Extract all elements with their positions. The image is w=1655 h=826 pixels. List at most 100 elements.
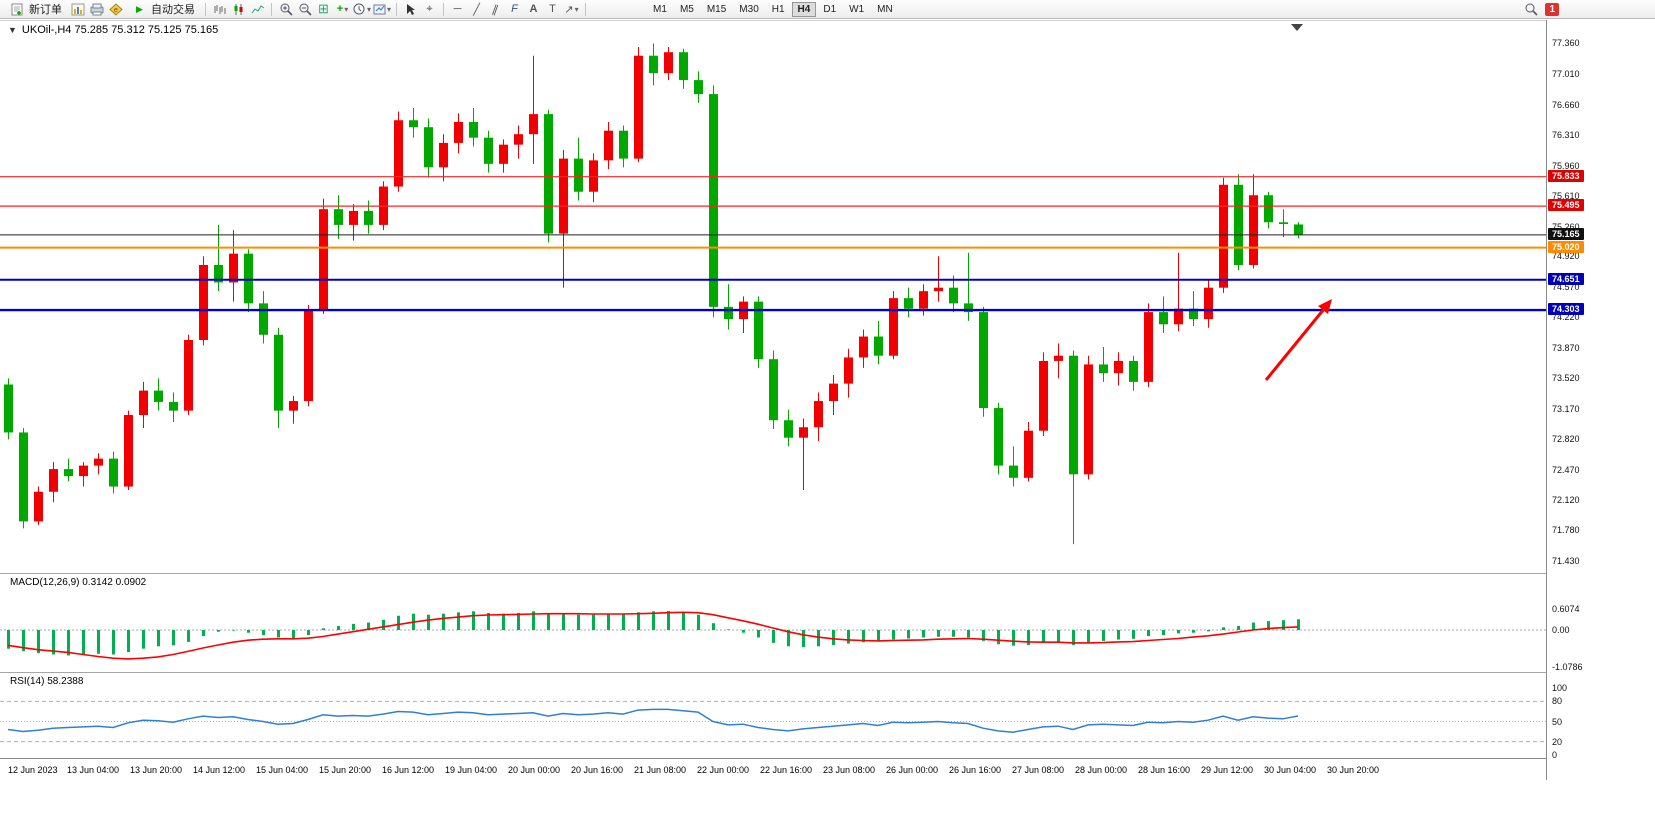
timeframe-m15-button[interactable]: M15 <box>706 3 727 15</box>
candlestick-chart-icon[interactable] <box>230 1 247 17</box>
tile-windows-icon[interactable]: ⊞ <box>318 1 329 16</box>
dropdown-icon: ▾ <box>574 4 579 14</box>
toolbar: 新订单 e ▶ 自动交易 ⊞ <box>0 0 1655 19</box>
price-axis-label: 74.220 <box>1552 312 1580 323</box>
text-tool-icon[interactable]: A <box>529 3 538 15</box>
timeframe-d1-button[interactable]: D1 <box>823 3 837 15</box>
price-axis-label: 77.010 <box>1552 69 1580 79</box>
line-chart-icon[interactable] <box>249 1 266 17</box>
chart-title: ▼ UKOil-,H4 75.285 75.312 75.125 75.165 <box>8 24 218 36</box>
price-axis-label: 73.170 <box>1552 403 1580 414</box>
svg-text:e: e <box>114 7 118 14</box>
metaeditor-icon[interactable]: e <box>107 1 124 17</box>
time-axis-label: 26 Jun 16:00 <box>948 765 1002 775</box>
time-axis[interactable]: 12 Jun 2023 13 Jun 04:00 13 Jun 20:00 14 Ju… <box>0 758 1546 780</box>
price-axis-label: 72.120 <box>1552 495 1580 506</box>
time-axis-label: 21 Jun 08:00 <box>633 765 687 775</box>
time-axis-label: 28 Jun 00:00 <box>1074 765 1128 775</box>
price-badge: 75.020 <box>1548 240 1584 253</box>
profiles-icon[interactable] <box>88 1 105 17</box>
price-axis-label: 71.430 <box>1552 555 1580 566</box>
zoom-out-icon[interactable] <box>296 1 313 17</box>
time-axis-label: 27 Jun 08:00 <box>1011 765 1065 775</box>
autotrading-button[interactable]: ▶ 自动交易 <box>126 1 200 17</box>
price-axis[interactable]: 77.360 77.010 76.660 76.310 75.960 75.610 75.2… <box>1546 20 1655 780</box>
time-axis-label: 14 Jun 12:00 <box>192 765 246 775</box>
chart-window-icon[interactable] <box>69 1 86 17</box>
time-axis-label: 15 Jun 20:00 <box>318 765 372 775</box>
trendline-icon[interactable]: ╱ <box>473 3 480 16</box>
time-axis-label: 22 Jun 16:00 <box>759 765 813 775</box>
time-axis-label: 28 Jun 16:00 <box>1137 765 1191 775</box>
collapse-icon[interactable]: ▼ <box>8 25 17 35</box>
rsi-axis-label: 50 <box>1552 716 1563 727</box>
time-axis-label: 12 Jun 2023 <box>8 765 58 775</box>
label-tool-icon[interactable]: T <box>549 3 556 15</box>
toolbar-separator <box>396 2 398 16</box>
toolbar-separator <box>443 2 445 16</box>
new-order-label: 新订单 <box>29 4 62 16</box>
price-axis-label: 74.920 <box>1552 251 1580 262</box>
toolbar-separator <box>271 2 272 16</box>
dropdown-icon: ▾ <box>344 4 349 14</box>
symbol-ohlc-text: UKOil-,H4 75.285 75.312 75.125 75.165 <box>21 24 219 36</box>
timeframe-m1-button[interactable]: M1 <box>653 3 667 15</box>
indicators-icon[interactable]: + ▾ <box>336 3 349 15</box>
notification-badge[interactable]: 1 <box>1545 2 1559 16</box>
time-axis-label: 29 Jun 12:00 <box>1200 765 1254 775</box>
arrows-tool-icon[interactable]: ↗ ▾ <box>564 3 579 16</box>
timeframe-toolbar: M1 M5 M15 M30 H1 H4 D1 W1 MN <box>647 1 899 17</box>
autotrading-label: 自动交易 <box>151 4 195 16</box>
price-badge: 74.303 <box>1548 303 1584 316</box>
crosshair-icon[interactable]: ⌖ <box>426 2 433 15</box>
zoom-in-icon[interactable] <box>277 1 294 17</box>
timeframe-h1-button[interactable]: H1 <box>771 3 785 15</box>
timeframe-m30-button[interactable]: M30 <box>739 3 759 15</box>
time-axis-label: 23 Jun 08:00 <box>822 765 876 775</box>
toolbar-separator <box>205 2 206 16</box>
periods-icon[interactable]: ▾ <box>353 1 371 17</box>
fibonacci-icon[interactable]: F <box>511 3 518 15</box>
price-axis-label: 73.870 <box>1552 342 1580 353</box>
timeframe-h4-button[interactable]: H4 <box>791 1 817 17</box>
time-axis-label: 30 Jun 20:00 <box>1326 765 1380 775</box>
macd-indicator-label: MACD(12,26,9) 0.3142 0.0902 <box>10 577 147 588</box>
rsi-indicator-label: RSI(14) 58.2388 <box>10 676 84 687</box>
horizontal-line-icon[interactable]: ─ <box>453 3 462 15</box>
dropdown-icon: ▾ <box>367 4 372 14</box>
rsi-axis-label: 80 <box>1552 696 1563 707</box>
cursor-icon[interactable] <box>402 1 419 17</box>
price-axis-label: 73.520 <box>1552 373 1580 384</box>
templates-icon[interactable]: ▾ <box>373 1 391 17</box>
timeframe-w1-button[interactable]: W1 <box>849 3 865 15</box>
time-axis-label: 15 Jun 04:00 <box>255 765 309 775</box>
timeframe-m5-button[interactable]: M5 <box>679 3 694 15</box>
dropdown-icon: ▾ <box>387 4 392 14</box>
price-axis-label: 75.960 <box>1552 160 1580 171</box>
time-axis-label: 19 Jun 04:00 <box>444 765 498 775</box>
price-axis-label: 76.660 <box>1552 99 1580 110</box>
price-axis-label: 72.470 <box>1552 464 1580 475</box>
timeframe-mn-button[interactable]: MN <box>877 3 893 15</box>
time-axis-label: 22 Jun 00:00 <box>696 765 750 775</box>
rsi-axis-label: 20 <box>1552 736 1563 747</box>
price-badge: 75.165 <box>1548 227 1584 240</box>
price-badge: 75.833 <box>1548 169 1584 182</box>
price-axis-label: 75.260 <box>1552 221 1580 232</box>
search-icon[interactable] <box>1522 1 1539 17</box>
price-axis-label: 77.360 <box>1552 38 1580 49</box>
time-axis-label: 20 Jun 00:00 <box>507 765 561 775</box>
time-axis-label: 30 Jun 04:00 <box>1263 765 1317 775</box>
time-axis-label: 13 Jun 20:00 <box>129 765 183 775</box>
price-axis-label: 72.820 <box>1552 434 1580 445</box>
rsi-axis-label: 0 <box>1552 750 1558 760</box>
bar-chart-icon[interactable] <box>211 1 228 17</box>
autotrading-play-icon: ▶ <box>136 3 143 14</box>
channel-icon[interactable]: ∥ <box>490 2 500 17</box>
new-order-button[interactable]: 新订单 <box>4 1 67 17</box>
rsi-axis-label: 100 <box>1552 683 1568 693</box>
time-axis-label: 13 Jun 04:00 <box>66 765 120 775</box>
toolbar-right-group: 1 <box>1522 1 1559 17</box>
